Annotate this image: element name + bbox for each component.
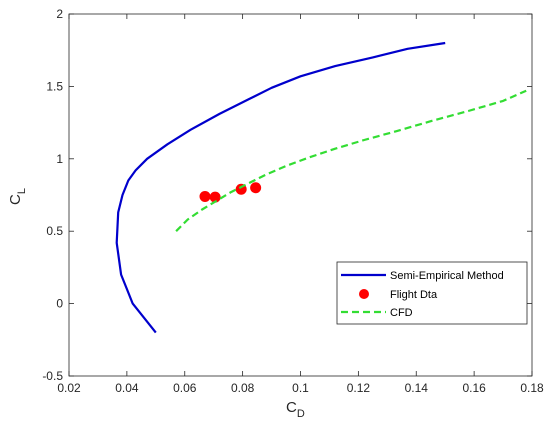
y-tick-label: 0.5: [46, 224, 63, 238]
flight-data-point: [199, 190, 211, 202]
series-layer: [115, 41, 527, 334]
y-tick-label: 2: [56, 7, 63, 21]
y-tick-label: 1: [56, 152, 63, 166]
y-tick-label: 0: [56, 297, 63, 311]
legend-label-flight-data: Flight Dta: [390, 289, 438, 301]
x-tick-label: 0.14: [405, 381, 429, 395]
semi-empirical-series-line: [115, 41, 446, 334]
x-tick-label: 0.04: [115, 381, 139, 395]
cfd-series-line: [175, 89, 527, 232]
y-tick-label: -0.5: [42, 369, 63, 383]
y-axis-label: CL: [7, 188, 28, 205]
flight-data-point: [209, 191, 221, 203]
legend-label-semi-empirical: Semi-Empirical Method: [390, 270, 504, 282]
y-tick-label: 1.5: [46, 79, 63, 93]
x-tick-label: 0.1: [292, 381, 309, 395]
y-axis-ticks: -0.5 0 0.5 1 1.5 2: [42, 7, 532, 383]
x-axis-label-main: C: [286, 399, 297, 416]
legend-swatch-flight-data: [359, 289, 369, 299]
x-axis-ticks: 0.02 0.04 0.06 0.08 0.1 0.12 0.14 0.16 0.18: [57, 14, 544, 395]
x-tick-label: 0.16: [462, 381, 486, 395]
x-axis-label-sub: D: [297, 408, 305, 420]
legend: Semi-Empirical Method Flight Dta CFD: [336, 261, 528, 325]
legend-label-cfd: CFD: [390, 307, 413, 319]
flight-data-point: [250, 182, 262, 194]
x-axis-label: CD: [286, 399, 305, 420]
x-tick-label: 0.12: [347, 381, 371, 395]
x-tick-label: 0.02: [57, 381, 81, 395]
y-axis-label-main: C: [7, 194, 24, 205]
x-tick-label: 0.08: [231, 381, 255, 395]
x-tick-label: 0.18: [520, 381, 544, 395]
y-axis-label-sub: L: [16, 188, 28, 194]
x-tick-label: 0.06: [173, 381, 197, 395]
